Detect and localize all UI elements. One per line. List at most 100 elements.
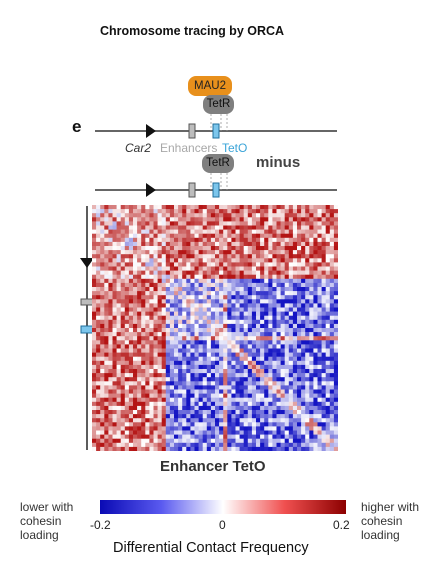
heatmap-cell <box>92 270 97 275</box>
heatmap-cell <box>227 414 232 419</box>
heatmap-cell <box>251 434 257 439</box>
heatmap-cell <box>198 340 203 345</box>
heatmap-cell <box>215 303 220 308</box>
heatmap-cell <box>292 233 298 239</box>
heatmap-cell <box>153 336 158 341</box>
heatmap-cell <box>235 385 240 390</box>
heatmap-cell <box>153 418 158 423</box>
heatmap-cell <box>284 364 290 370</box>
heatmap-cell <box>297 389 302 394</box>
heatmap-cell <box>247 328 253 333</box>
heatmap-cell <box>133 307 138 312</box>
heatmap-cell <box>292 426 298 431</box>
heatmap-cell <box>206 319 212 325</box>
heatmap-cell <box>112 360 117 366</box>
heatmap-cell <box>321 213 326 218</box>
heatmap-cell <box>288 438 294 444</box>
heatmap-cell <box>243 282 249 288</box>
heatmap-cell <box>239 422 244 427</box>
heatmap-cell <box>96 442 101 448</box>
heatmap-cell <box>215 336 220 341</box>
heatmap-cell <box>239 209 244 214</box>
heatmap-cell <box>186 426 191 431</box>
heatmap-cell <box>231 410 236 415</box>
heatmap-cell <box>231 426 236 431</box>
heatmap-cell <box>202 393 208 398</box>
heatmap-cell <box>215 369 220 374</box>
heatmap-cell <box>194 385 199 390</box>
heatmap-cell <box>145 377 150 382</box>
heatmap-cell <box>153 266 158 271</box>
heatmap-cell <box>174 291 179 296</box>
heatmap-cell <box>92 241 97 247</box>
heatmap-cell <box>223 250 228 255</box>
heatmap-cell <box>153 311 158 316</box>
heatmap-cell <box>223 405 228 411</box>
heatmap-cell <box>317 213 322 218</box>
heatmap-cell <box>260 410 265 415</box>
heatmap-cell <box>202 291 208 296</box>
heatmap-cell <box>137 352 142 357</box>
heatmap-cell <box>124 389 130 394</box>
heatmap-cell <box>169 217 175 222</box>
heatmap-cell <box>133 323 138 329</box>
heatmap-cell <box>235 410 240 415</box>
heatmap-cell <box>243 364 249 370</box>
heatmap-cell <box>325 446 331 451</box>
heatmap-cell <box>182 287 187 292</box>
heatmap-cell <box>292 291 298 296</box>
heatmap-cell <box>292 307 298 312</box>
heatmap-cell <box>104 348 109 353</box>
heatmap-cell <box>317 401 322 407</box>
heatmap-cell <box>116 319 121 325</box>
heatmap-cell <box>215 262 220 267</box>
heatmap-cell <box>108 373 113 378</box>
heatmap-cell <box>223 426 228 431</box>
heatmap-cell <box>186 262 191 267</box>
heatmap-cell <box>182 340 187 345</box>
heatmap-cell <box>210 266 216 271</box>
heatmap-cell <box>301 258 306 263</box>
heatmap-cell <box>210 299 216 304</box>
top-teto-box <box>212 123 220 139</box>
heatmap-cell <box>104 352 109 357</box>
heatmap-cell <box>243 389 249 394</box>
heatmap-cell <box>133 209 138 214</box>
heatmap-cell <box>227 291 232 296</box>
heatmap-cell <box>288 319 294 325</box>
heatmap-cell <box>292 385 298 390</box>
heatmap-cell <box>137 364 142 370</box>
heatmap-cell <box>317 225 322 230</box>
heatmap-cell <box>239 241 244 247</box>
heatmap-cell <box>100 315 105 321</box>
heatmap-cell <box>149 315 154 321</box>
heatmap-cell <box>321 414 326 419</box>
heatmap-cell <box>284 418 290 423</box>
heatmap-cell <box>137 385 142 390</box>
heatmap-cell <box>227 270 232 275</box>
heatmap-cell <box>194 246 199 251</box>
heatmap-cell <box>100 422 105 427</box>
heatmap-cell <box>149 270 154 275</box>
heatmap-cell <box>104 205 109 210</box>
heatmap-cell <box>268 446 273 451</box>
heatmap-cell <box>137 332 142 337</box>
heatmap-cell <box>120 405 126 411</box>
heatmap-cell <box>178 369 183 374</box>
heatmap-cell <box>297 287 302 292</box>
heatmap-cell <box>194 266 199 271</box>
heatmap-cell <box>149 233 154 239</box>
heatmap-cell <box>206 328 212 333</box>
heatmap-cell <box>333 233 338 239</box>
heatmap-cell <box>108 328 113 333</box>
heatmap-cell <box>145 274 150 280</box>
heatmap-cell <box>137 217 142 222</box>
heatmap-cell <box>133 348 138 353</box>
heatmap-cell <box>108 258 113 263</box>
heatmap-cell <box>276 389 281 394</box>
heatmap-cell <box>309 401 314 407</box>
heatmap-cell <box>276 393 281 398</box>
heatmap-cell <box>202 246 208 251</box>
heatmap-cell <box>215 209 220 214</box>
heatmap-cell <box>108 352 113 357</box>
